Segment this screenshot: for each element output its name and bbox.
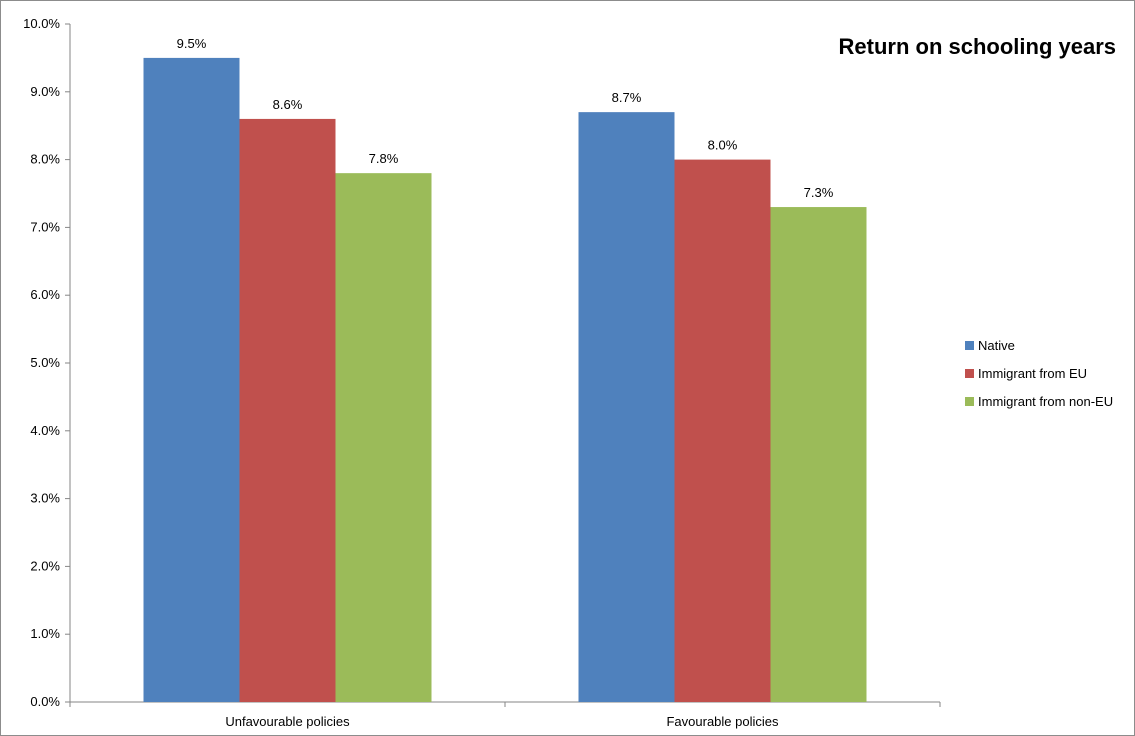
x-category-label: Favourable policies xyxy=(666,714,779,729)
y-tick-label: 9.0% xyxy=(30,84,60,99)
y-tick-label: 4.0% xyxy=(30,423,60,438)
bar xyxy=(674,159,771,703)
legend: Native Immigrant from EU Immigrant from no… xyxy=(965,338,1113,409)
data-label: 8.7% xyxy=(612,90,642,105)
data-label: 8.6% xyxy=(273,97,303,112)
data-label: 8.0% xyxy=(708,138,738,153)
bar xyxy=(578,112,675,702)
y-tick-label: 0.0% xyxy=(30,694,60,709)
y-tick-label: 2.0% xyxy=(30,558,60,573)
data-label: 7.8% xyxy=(369,151,399,166)
bar xyxy=(143,57,240,702)
y-tick-label: 7.0% xyxy=(30,219,60,234)
y-tick-label: 1.0% xyxy=(30,626,60,641)
legend-swatch xyxy=(965,397,974,406)
data-label: 7.3% xyxy=(804,185,834,200)
data-label: 9.5% xyxy=(177,36,207,51)
x-category-label: Unfavourable policies xyxy=(225,714,350,729)
legend-label: Immigrant from EU xyxy=(978,366,1087,381)
legend-swatch xyxy=(965,369,974,378)
y-tick-label: 6.0% xyxy=(30,287,60,302)
y-tick-label: 10.0% xyxy=(23,16,60,31)
bar xyxy=(239,118,336,703)
chart-title: Return on schooling years xyxy=(839,34,1117,59)
legend-swatch xyxy=(965,341,974,350)
bars: 9.5% 8.6% 7.8% 8.7% 8.0% 7.3% xyxy=(143,36,867,703)
legend-label: Native xyxy=(978,338,1015,353)
y-tick-label: 3.0% xyxy=(30,491,60,506)
bar xyxy=(335,173,432,702)
legend-label: Immigrant from non-EU xyxy=(978,394,1113,409)
y-tick-label: 8.0% xyxy=(30,152,60,167)
bar xyxy=(770,207,867,702)
y-tick-label: 5.0% xyxy=(30,355,60,370)
